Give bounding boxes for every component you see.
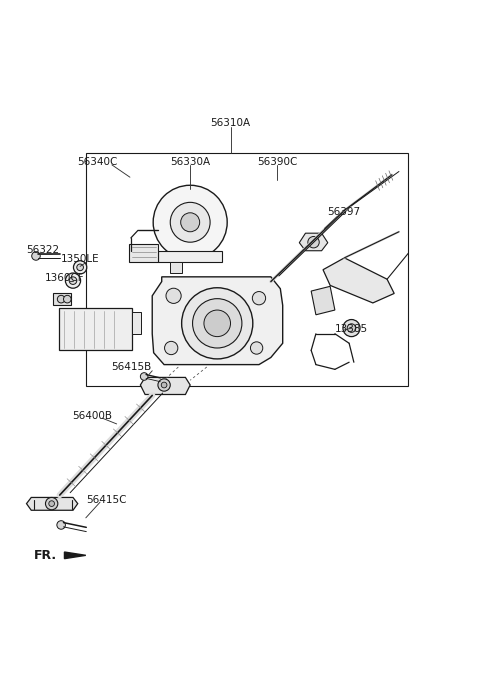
Circle shape	[49, 500, 55, 507]
Circle shape	[65, 273, 81, 288]
Circle shape	[181, 287, 253, 359]
Polygon shape	[140, 377, 190, 395]
Circle shape	[158, 379, 170, 391]
Text: 1350LE: 1350LE	[60, 254, 99, 264]
Polygon shape	[129, 244, 158, 262]
Polygon shape	[158, 251, 222, 262]
Circle shape	[153, 185, 227, 260]
Text: 56330A: 56330A	[170, 157, 210, 166]
Text: 56397: 56397	[327, 207, 360, 217]
Polygon shape	[152, 277, 283, 365]
Circle shape	[308, 237, 319, 248]
Circle shape	[347, 324, 356, 333]
Circle shape	[192, 299, 242, 348]
Circle shape	[180, 213, 200, 232]
Text: 56415B: 56415B	[111, 363, 151, 372]
Polygon shape	[132, 313, 141, 334]
Polygon shape	[53, 294, 71, 306]
Circle shape	[57, 295, 65, 303]
Circle shape	[77, 264, 84, 271]
Text: 56400B: 56400B	[72, 411, 112, 421]
Polygon shape	[170, 262, 182, 273]
Circle shape	[343, 319, 360, 337]
Polygon shape	[64, 552, 86, 559]
Text: 13385: 13385	[335, 324, 368, 334]
Circle shape	[204, 310, 230, 337]
Text: 1360CF: 1360CF	[45, 274, 84, 283]
Text: 56390C: 56390C	[257, 157, 297, 166]
Circle shape	[57, 521, 65, 529]
Polygon shape	[59, 308, 132, 350]
Text: 56322: 56322	[26, 245, 60, 255]
Text: 56415C: 56415C	[86, 495, 126, 505]
Circle shape	[166, 288, 181, 303]
Polygon shape	[311, 286, 335, 315]
Circle shape	[140, 372, 148, 380]
Text: 56310A: 56310A	[210, 118, 251, 128]
Circle shape	[161, 382, 167, 388]
Circle shape	[63, 295, 71, 303]
Text: 56340C: 56340C	[77, 157, 118, 166]
Bar	[86, 154, 408, 386]
Circle shape	[251, 342, 263, 354]
Polygon shape	[323, 258, 394, 303]
Circle shape	[73, 261, 87, 274]
Text: FR.: FR.	[34, 549, 57, 562]
Circle shape	[165, 341, 178, 355]
Circle shape	[32, 252, 40, 260]
Circle shape	[170, 203, 210, 242]
Polygon shape	[300, 233, 328, 251]
Polygon shape	[26, 498, 78, 510]
Circle shape	[69, 277, 77, 285]
Circle shape	[252, 292, 265, 305]
Circle shape	[46, 498, 58, 509]
